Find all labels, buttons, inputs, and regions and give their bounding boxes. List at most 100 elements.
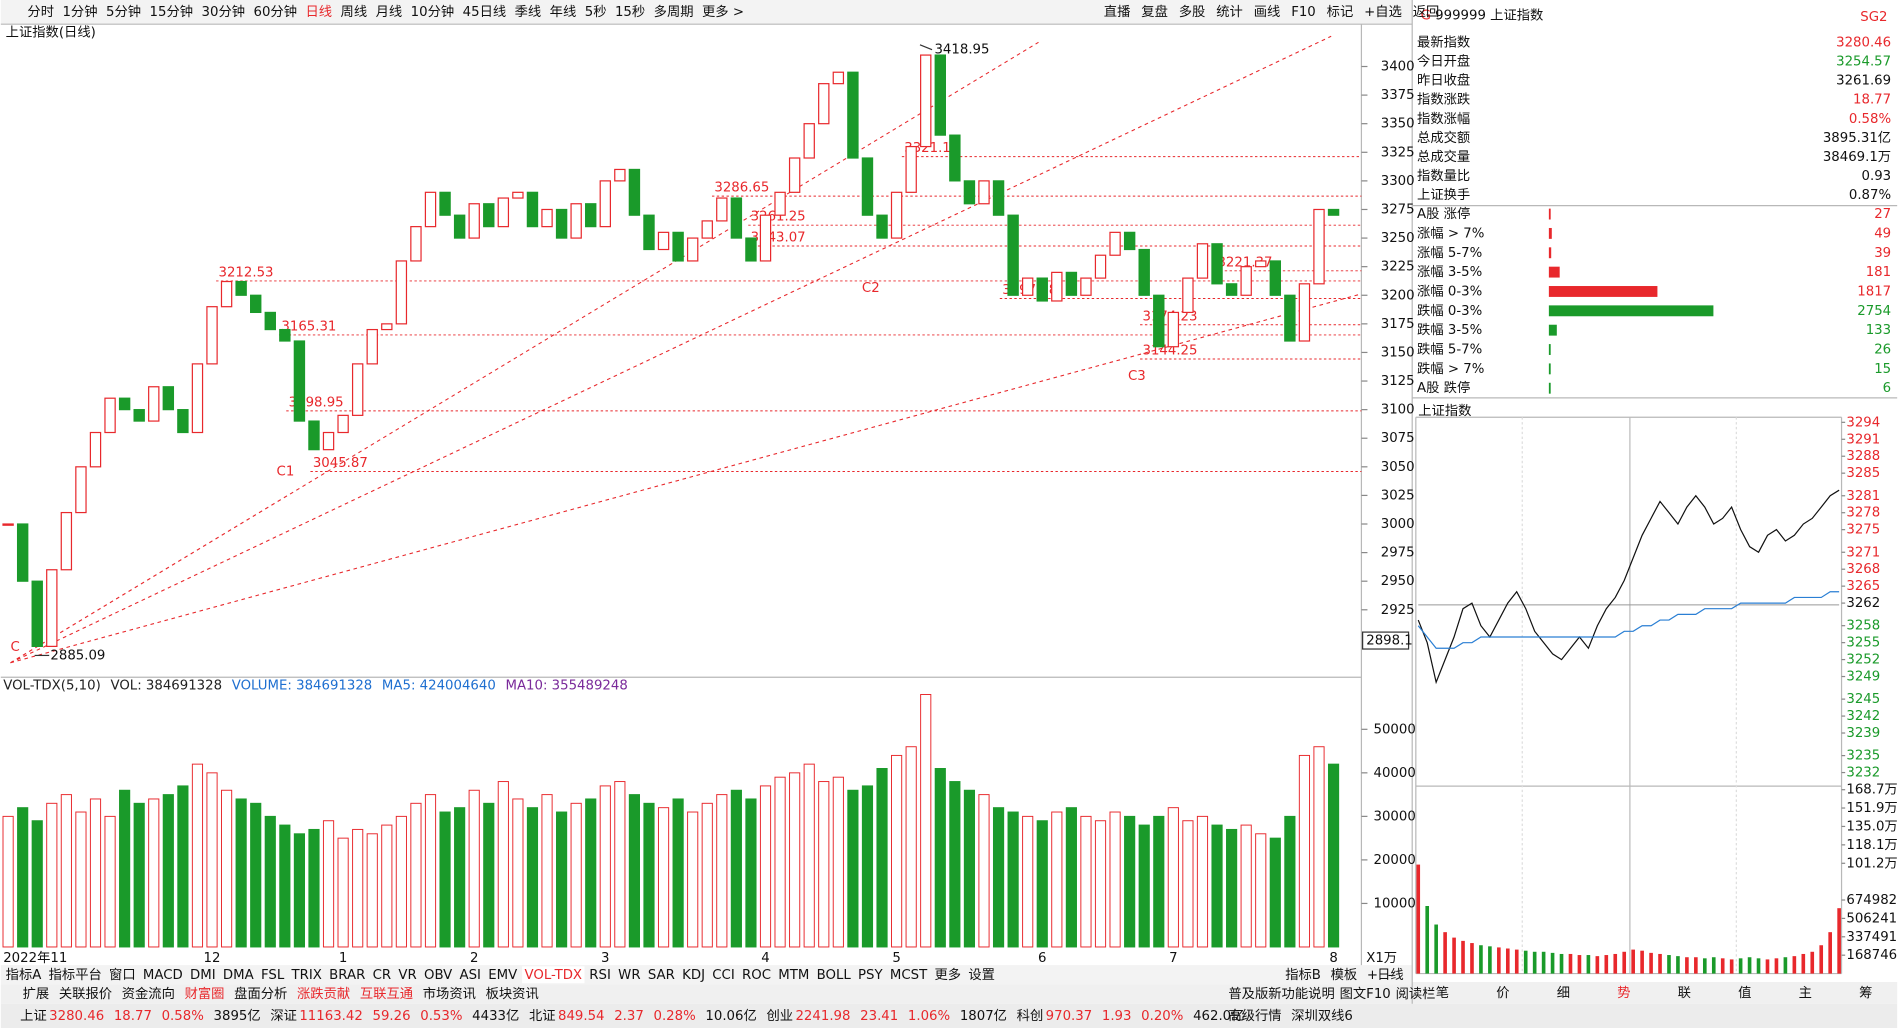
period-button[interactable]: 10分钟	[411, 3, 455, 20]
toolbar-button[interactable]: F10	[1291, 5, 1316, 20]
indicator-tab[interactable]: MCST	[890, 968, 928, 983]
info-tab[interactable]: 阅读栏	[1396, 986, 1436, 1002]
indicator-tab[interactable]: BOLL	[817, 968, 852, 983]
period-button[interactable]: 日线	[305, 4, 332, 20]
toolbar-button[interactable]: 返回	[1413, 4, 1440, 20]
indicator-tab[interactable]: 指标平台	[49, 967, 102, 983]
indicator-tab[interactable]: VOL-TDX	[524, 968, 582, 983]
info-tab[interactable]: 涨跌贡献	[297, 986, 350, 1002]
info-tab[interactable]: 普及版新功能说明	[1228, 986, 1334, 1002]
info-tab[interactable]: 图文F10	[1340, 986, 1391, 1002]
indicator-tab[interactable]: BRAR	[329, 968, 365, 983]
indicator-tab[interactable]: ASI	[460, 968, 481, 983]
indicator-tab[interactable]: 指标A	[6, 967, 42, 983]
quote-tab[interactable]: 筹	[1859, 984, 1872, 1001]
period-button[interactable]: 1分钟	[62, 3, 97, 20]
volume-bar	[264, 815, 276, 948]
indicator-tab[interactable]: WR	[618, 968, 640, 983]
indicator-tab[interactable]: PSY	[858, 968, 883, 983]
intraday-title: 上证指数	[1418, 403, 1471, 419]
indicator-tab[interactable]: -	[1388, 968, 1393, 983]
info-tab[interactable]: 互联互通	[360, 986, 413, 1002]
toolbar-button[interactable]: 多股	[1179, 3, 1206, 20]
indicator-tab[interactable]: 模板	[1331, 967, 1358, 983]
period-button[interactable]: 更多 >	[702, 3, 744, 20]
quote-tab[interactable]: 主	[1799, 985, 1812, 1001]
period-button[interactable]: 季线	[515, 4, 542, 20]
period-button[interactable]: 15秒	[615, 4, 645, 20]
y-tick-label: 3075	[1381, 431, 1415, 446]
quote-value: 0.87%	[1849, 188, 1891, 203]
period-button[interactable]: 45日线	[463, 4, 507, 20]
indicator-tab[interactable]: CCI	[712, 968, 735, 983]
indicator-tab[interactable]: CR	[373, 968, 392, 983]
info-tab[interactable]: 扩展	[23, 986, 50, 1002]
candle	[1153, 294, 1165, 348]
candle	[46, 569, 58, 647]
quote-tab[interactable]: 联	[1678, 985, 1691, 1001]
volume-bar	[905, 746, 917, 948]
indicator-tab[interactable]: TRIX	[291, 968, 322, 983]
indicator-tab[interactable]: +	[1367, 968, 1378, 983]
period-button[interactable]: 周线	[341, 4, 368, 20]
quote-tab[interactable]: 细	[1557, 985, 1570, 1001]
toolbar-button[interactable]: 标记	[1327, 4, 1354, 20]
info-tab[interactable]: 市场资讯	[423, 985, 476, 1002]
period-button[interactable]: 月线	[376, 4, 403, 20]
toolbar-button[interactable]: 复盘	[1141, 3, 1168, 20]
indicator-tab[interactable]: DMI	[190, 968, 216, 983]
toolbar-button[interactable]: 画线	[1254, 4, 1281, 20]
toolbar-button[interactable]: 直播	[1104, 4, 1131, 20]
info-tab[interactable]: 资金流向	[122, 986, 175, 1002]
intraday-volume-bar	[1541, 951, 1546, 974]
indicator-tab[interactable]: 指标B	[1285, 967, 1321, 983]
candle	[1182, 277, 1194, 314]
period-button[interactable]: 年线	[550, 4, 577, 20]
toolbar-button[interactable]: +自选	[1364, 4, 1402, 20]
volume-bar	[133, 802, 145, 948]
indicator-tab[interactable]: ROC	[742, 968, 771, 983]
indicator-tab[interactable]: KDJ	[682, 968, 705, 983]
quote-tab[interactable]: 势	[1617, 985, 1630, 1001]
indicator-tab[interactable]: 设置	[968, 967, 995, 983]
quote-tab[interactable]: 值	[1738, 985, 1751, 1001]
quote-tab[interactable]: 价	[1496, 986, 1509, 1001]
status-item[interactable]: 高级行情	[1228, 1007, 1281, 1024]
market-value: 1.93	[1102, 1009, 1132, 1024]
indicator-tab[interactable]: OBV	[424, 968, 452, 983]
period-button[interactable]: 分时	[27, 4, 54, 20]
period-button[interactable]: 60分钟	[254, 3, 298, 20]
indicator-tab[interactable]: VR	[398, 968, 416, 983]
period-button[interactable]: 5秒	[585, 4, 607, 20]
info-tab[interactable]: 关联报价	[59, 986, 112, 1002]
info-tab[interactable]: 财富圈	[185, 985, 225, 1002]
indicator-tab[interactable]: MTM	[778, 968, 809, 983]
indicator-tab[interactable]: FSL	[261, 968, 285, 983]
volume-bar	[716, 794, 728, 948]
info-tab[interactable]: 板块资讯	[486, 986, 539, 1002]
indicator-tab[interactable]: 更多	[934, 966, 961, 983]
status-item[interactable]: 深圳双线6	[1291, 1008, 1353, 1024]
y-tick-label: 3249	[1846, 670, 1880, 685]
quote-label: 指数涨跌	[1417, 92, 1470, 108]
volume-bar	[119, 789, 131, 948]
intraday-volume-bar	[1577, 955, 1582, 974]
indicator-tab[interactable]: 窗口	[109, 966, 136, 983]
period-button[interactable]: 5分钟	[106, 3, 141, 20]
period-button[interactable]: 30分钟	[202, 3, 246, 20]
period-button[interactable]: 多周期	[654, 3, 694, 20]
y-tick-label: 3239	[1846, 726, 1880, 741]
period-button[interactable]: 15分钟	[150, 3, 194, 20]
indicator-tab[interactable]: DMA	[223, 968, 254, 983]
info-tab[interactable]: 盘面分析	[234, 985, 287, 1002]
toolbar-button[interactable]: 统计	[1216, 4, 1243, 20]
volume-bar	[963, 789, 976, 948]
indicator-tab[interactable]: EMV	[488, 968, 517, 983]
breadth-label: 涨幅 > 7%	[1417, 225, 1484, 241]
quote-tab[interactable]: 笔	[1436, 985, 1449, 1001]
indicator-tab[interactable]: MACD	[143, 968, 183, 983]
volume-bar	[556, 811, 568, 948]
volume-unit: X1万	[1366, 951, 1397, 966]
indicator-tab[interactable]: RSI	[589, 968, 611, 983]
indicator-tab[interactable]: SAR	[648, 968, 675, 983]
